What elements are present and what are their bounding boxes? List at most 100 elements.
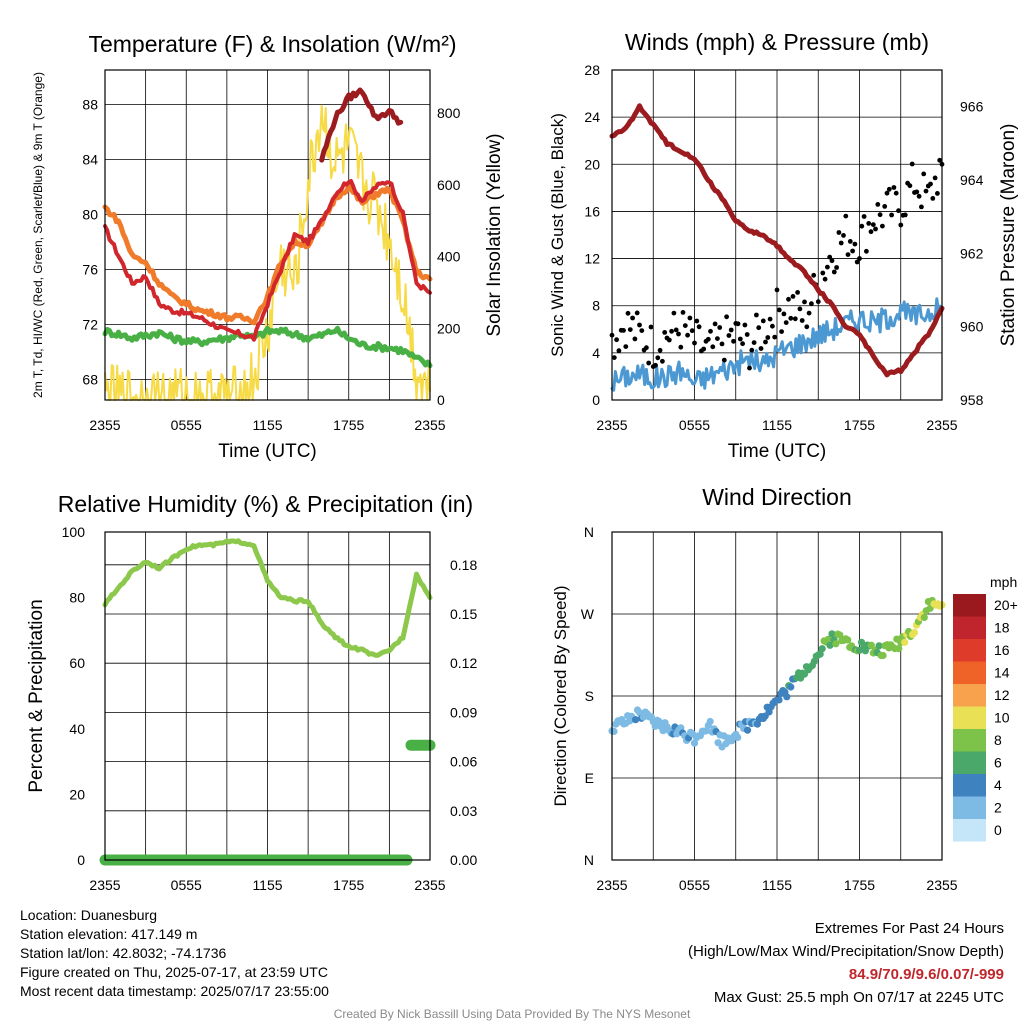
gust-point	[907, 183, 913, 189]
gust-point	[825, 264, 830, 270]
series-9m-t	[102, 183, 433, 326]
gust-point	[660, 358, 665, 364]
colorbar-swatch	[953, 594, 986, 617]
gust-point	[930, 196, 936, 201]
direction-point	[857, 638, 866, 646]
y-tick-label: 72	[82, 316, 98, 332]
gust-point	[802, 299, 807, 305]
x-axis-label: Time (UTC)	[218, 441, 317, 462]
gust-point	[724, 314, 729, 320]
colorbar-label: 6	[994, 755, 1002, 771]
gust-point	[877, 212, 883, 218]
gust-point	[909, 161, 915, 167]
x-tick-label: 1155	[762, 877, 792, 893]
gust-point	[710, 344, 716, 350]
y-tick-label: 4	[592, 345, 600, 361]
gust-point	[751, 340, 757, 345]
series-sonic-wind	[610, 297, 944, 392]
x-tick-label: 2355	[89, 877, 120, 893]
y-tick-label: 76	[82, 261, 98, 277]
gust-point	[891, 185, 897, 190]
gust-point	[868, 229, 874, 235]
y2-tick-label: 400	[437, 249, 461, 265]
gust-point	[655, 355, 661, 361]
y-tick-label: 12	[584, 251, 600, 267]
colorbar-swatch	[953, 774, 986, 797]
y-tick-label: W	[581, 606, 595, 622]
plot-frame	[104, 69, 431, 401]
gust-point	[685, 332, 690, 338]
gust-point	[916, 193, 922, 199]
gust-point	[932, 175, 938, 181]
direction-point	[867, 641, 875, 649]
direction-point	[920, 613, 928, 622]
plot-frame	[611, 69, 943, 401]
station-info: Location: Duanesburg Station elevation: …	[20, 906, 329, 1001]
y2-tick-label: 600	[437, 177, 461, 193]
gust-point	[625, 310, 631, 316]
y-axis-label: Sonic Wind & Gust (Blue, Black)	[548, 113, 567, 357]
extremes-header: Extremes For Past 24 Hours	[814, 920, 1004, 937]
gust-point	[637, 322, 642, 328]
colorbar-swatch	[953, 639, 986, 662]
y-tick-label: 40	[69, 721, 85, 737]
gust-point	[893, 190, 899, 196]
gust-point	[866, 221, 872, 226]
gust-point	[831, 269, 837, 275]
y2-tick-label: 200	[437, 320, 461, 336]
gust-point	[880, 223, 885, 229]
gust-point	[850, 248, 855, 254]
chart-title: Temperature (F) & Insolation (W/m²)	[88, 31, 456, 57]
colorbar-label: 12	[994, 687, 1010, 703]
x-tick-label: 2355	[596, 417, 627, 433]
y-tick-label: 20	[69, 786, 85, 802]
y-tick-label: S	[585, 688, 594, 704]
gust-point	[644, 345, 649, 351]
y2-tick-label: 966	[960, 99, 984, 115]
station-location: Location: Duanesburg	[20, 907, 157, 923]
colorbar-label: 8	[994, 732, 1002, 748]
gust-point	[882, 204, 888, 209]
gust-point	[634, 310, 640, 316]
y2-tick-label: 0.12	[450, 655, 477, 671]
direction-point	[826, 641, 834, 649]
extremes-block: Extremes For Past 24 Hours (High/Low/Max…	[688, 917, 1004, 1009]
gust-point	[861, 214, 867, 219]
gust-point	[829, 258, 835, 264]
gust-point	[772, 334, 778, 340]
gust-point	[914, 189, 920, 195]
y2-tick-label: 962	[960, 245, 984, 261]
gust-point	[827, 254, 833, 260]
gust-point	[657, 347, 663, 353]
chart-title: Relative Humidity (%) & Precipitation (i…	[58, 491, 473, 517]
y-tick-label: 16	[584, 203, 600, 219]
gust-point	[797, 306, 803, 312]
gust-point	[715, 336, 720, 341]
y2-tick-label: 958	[960, 392, 984, 408]
gust-point	[616, 348, 622, 354]
colorbar-swatch	[953, 796, 986, 819]
gust-point	[614, 337, 619, 343]
y-tick-label: 80	[82, 206, 98, 222]
gust-point	[790, 294, 796, 299]
colorbar-label: 0	[994, 822, 1002, 838]
direction-point	[828, 630, 836, 638]
direction-point	[836, 631, 844, 639]
y2-tick-label: 0.06	[450, 754, 477, 770]
station-elevation: Station elevation: 417.149 m	[20, 926, 198, 942]
direction-point	[783, 693, 791, 701]
gust-point	[653, 362, 658, 368]
y-tick-label: 100	[62, 524, 86, 540]
gust-point	[852, 241, 858, 247]
gust-point	[937, 157, 943, 163]
gust-point	[815, 299, 821, 305]
gust-point	[898, 222, 904, 228]
y-tick-label: 68	[82, 371, 98, 387]
gust-point	[721, 357, 727, 363]
gust-point	[902, 212, 908, 218]
x-tick-label: 2355	[414, 877, 445, 893]
colorbar-label: 14	[994, 665, 1010, 681]
gust-point	[682, 323, 688, 328]
colorbar-swatch	[953, 819, 986, 842]
gust-point	[666, 337, 672, 343]
